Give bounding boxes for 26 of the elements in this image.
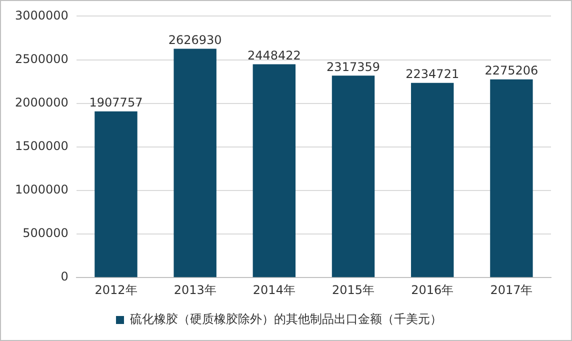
data-label: 1907757	[89, 95, 143, 110]
data-label: 2275206	[484, 63, 538, 78]
y-tick-label: 2000000	[14, 95, 68, 110]
data-label: 2234721	[406, 67, 460, 82]
y-tick-label: 3000000	[14, 8, 68, 22]
y-tick-label: 1500000	[14, 139, 68, 154]
bar	[252, 64, 296, 278]
bar	[490, 79, 533, 278]
y-tick-label: 1000000	[14, 182, 68, 197]
x-tick-label: 2014年	[252, 282, 296, 297]
data-label: 2626930	[168, 32, 222, 47]
bar	[411, 82, 454, 278]
x-tick-label: 2013年	[174, 282, 216, 297]
data-label: 2448422	[247, 48, 301, 62]
bar	[94, 111, 138, 278]
y-tick-label: 500000	[22, 226, 68, 240]
x-tick-label: 2017年	[490, 282, 533, 297]
legend-label: 硫化橡胶（硬质橡胶除外）的其他制品出口金额（千美元）	[130, 312, 442, 326]
x-tick-label: 2012年	[94, 282, 138, 297]
bar	[174, 48, 216, 278]
y-tick-label: 0	[60, 270, 68, 284]
x-tick-label: 2016年	[411, 282, 454, 297]
y-tick-label: 2500000	[14, 52, 68, 66]
x-tick-label: 2015年	[332, 282, 375, 297]
bar	[332, 76, 375, 278]
data-label: 2317359	[326, 60, 380, 74]
